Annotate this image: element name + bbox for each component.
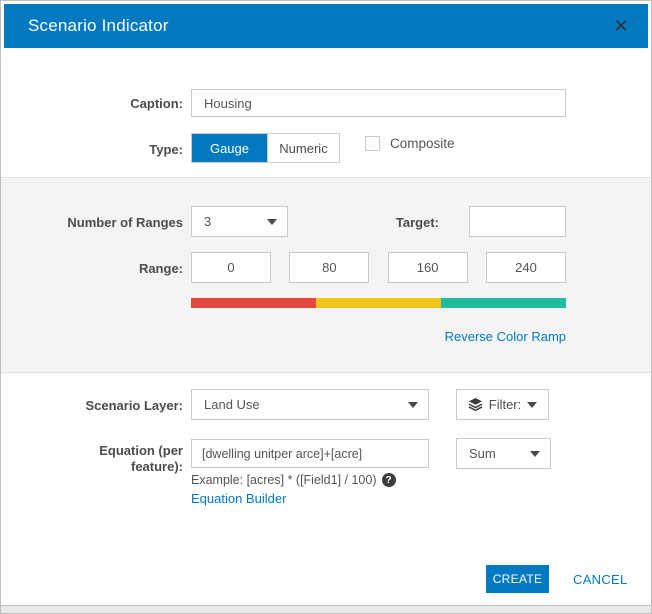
range-inputs: [191, 252, 566, 283]
chevron-down-icon: [408, 401, 418, 408]
type-toggle: Gauge Numeric: [191, 133, 340, 163]
type-label: Type:: [149, 142, 183, 157]
range-input-2[interactable]: [289, 252, 370, 283]
equation-example-text: Example: [acres] * ([Field1] / 100): [191, 473, 377, 487]
scenario-layer-label: Scenario Layer:: [85, 398, 183, 413]
chevron-down-icon: [527, 401, 538, 408]
caption-label: Caption:: [130, 96, 183, 111]
help-icon[interactable]: ?: [381, 473, 396, 487]
reverse-color-ramp-link[interactable]: Reverse Color Ramp: [444, 329, 566, 344]
type-option-numeric[interactable]: Numeric: [267, 134, 339, 162]
number-of-ranges-dropdown[interactable]: 3: [191, 206, 288, 237]
type-option-gauge[interactable]: Gauge: [192, 134, 267, 162]
composite-checkbox-label: Composite: [390, 136, 455, 151]
filter-label: Filter:: [488, 397, 522, 412]
equation-builder-link[interactable]: Equation Builder: [191, 491, 287, 506]
dialog-titlebar: Scenario Indicator ✕: [4, 4, 648, 48]
dialog-title: Scenario Indicator: [28, 16, 169, 35]
color-ramp: [191, 298, 566, 308]
filter-dropdown-button[interactable]: Filter:: [456, 389, 549, 420]
target-input[interactable]: [469, 206, 566, 237]
color-ramp-segment-yellow: [316, 298, 441, 308]
chevron-down-icon: [267, 218, 277, 225]
color-ramp-segment-red: [191, 298, 316, 308]
range-input-1[interactable]: [191, 252, 271, 283]
chevron-down-icon: [530, 450, 540, 457]
cancel-button[interactable]: CANCEL: [573, 572, 628, 587]
composite-checkbox[interactable]: [365, 136, 380, 151]
equation-label: Equation (per feature):: [99, 443, 183, 474]
aggregation-dropdown[interactable]: Sum: [456, 438, 551, 469]
scenario-layer-dropdown[interactable]: Land Use: [191, 389, 429, 420]
range-label: Range:: [138, 261, 183, 276]
close-icon[interactable]: ✕: [613, 15, 629, 36]
dialog-bottom-edge: [1, 605, 651, 613]
equation-input[interactable]: [191, 439, 429, 468]
target-label: Target:: [395, 215, 439, 230]
number-of-ranges-value: 3: [204, 214, 212, 229]
aggregation-value: Sum: [469, 446, 496, 461]
range-input-3[interactable]: [387, 252, 468, 283]
color-ramp-segment-green: [441, 298, 566, 308]
range-input-4[interactable]: [485, 252, 566, 283]
layers-icon: [468, 397, 483, 412]
caption-input[interactable]: [191, 89, 566, 117]
number-of-ranges-label: Number of Ranges: [67, 215, 183, 230]
create-button[interactable]: CREATE: [486, 565, 549, 593]
scenario-layer-value: Land Use: [204, 397, 260, 412]
